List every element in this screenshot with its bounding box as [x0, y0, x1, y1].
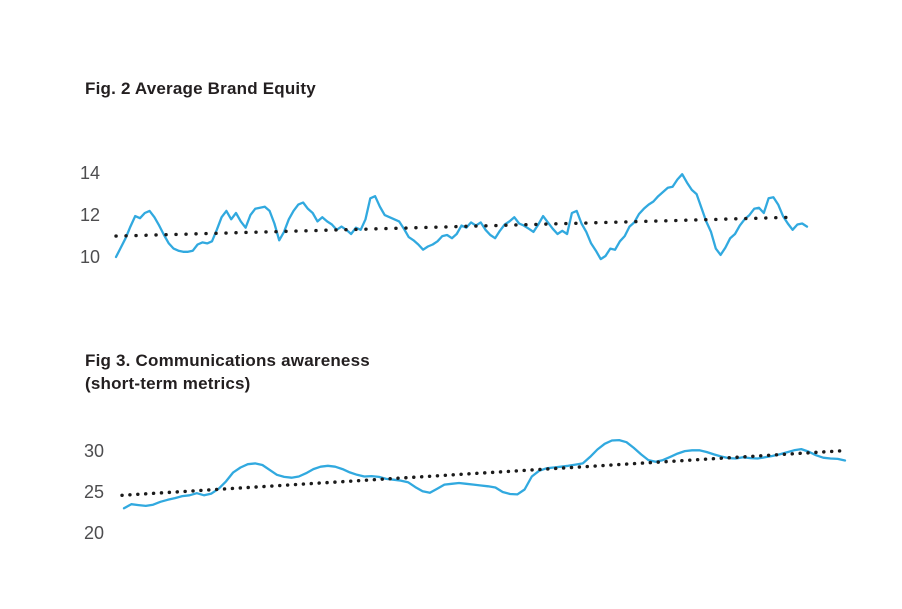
figure-2-title-text: Fig. 2 Average Brand Equity	[85, 79, 316, 98]
figure-2-y-axis: 14 12 10	[58, 148, 100, 282]
figure-3-title: Fig 3. Communications awareness (short-t…	[85, 349, 370, 395]
figure-2-trend-dotted-line	[114, 215, 797, 238]
figure-3-title-line-2: (short-term metrics)	[85, 374, 251, 393]
figure-3-y-axis: 30 25 20	[62, 425, 104, 550]
y-tick-label: 14	[79, 163, 100, 184]
y-tick-label: 20	[83, 522, 104, 543]
figure-2-data-line	[114, 173, 809, 261]
figure-2-plot-area	[114, 173, 809, 261]
figure-2-title: Fig. 2 Average Brand Equity	[85, 77, 316, 100]
y-tick-label: 10	[79, 247, 100, 267]
figure-3-trend-dotted-line	[120, 449, 845, 498]
y-tick-label: 25	[83, 482, 104, 502]
figure-3-data-line	[122, 438, 847, 510]
figure-3-plot-area	[120, 438, 847, 510]
y-tick-label: 30	[83, 441, 104, 462]
y-tick-label: 12	[79, 205, 100, 226]
figure-3-title-line-1: Fig 3. Communications awareness	[85, 351, 370, 370]
